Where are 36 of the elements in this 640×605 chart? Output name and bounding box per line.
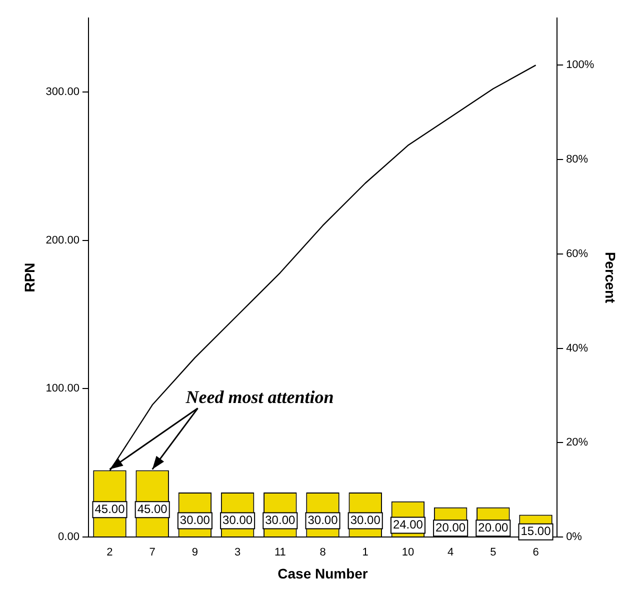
data-label: 30.00 [308, 513, 338, 528]
y2-tick-label: 40% [566, 342, 588, 354]
data-label: 45.00 [94, 502, 126, 516]
data-label: 30.00 [222, 513, 253, 528]
y-tick-label: 100.00 [46, 382, 80, 395]
y-tick-label: 0.00 [58, 531, 80, 544]
data-label: 30.00 [180, 513, 210, 528]
annotation: Need most attention [184, 386, 334, 407]
x-tick-label: 8 [320, 546, 326, 559]
y2-tick-label: 20% [566, 436, 588, 449]
x-tick-label: 7 [149, 546, 156, 559]
x-tick-label: 9 [192, 546, 198, 559]
data-label: 30.00 [350, 513, 381, 528]
x-tick-label: 11 [274, 546, 286, 559]
y2-tick-label: 60% [566, 248, 588, 260]
y-axis-title: RPN [21, 262, 38, 292]
x-tick-label: 5 [490, 546, 496, 559]
x-tick-label: 1 [362, 546, 368, 559]
data-label: 15.00 [520, 524, 552, 538]
y2-tick-label: 80% [566, 154, 588, 166]
y2-axis-title: Percent [602, 252, 619, 304]
data-label: 20.00 [436, 520, 466, 534]
x-tick-label: 4 [448, 546, 454, 559]
data-label: 45.00 [137, 502, 168, 516]
y2-tick-label: 100% [566, 59, 594, 72]
data-label: 24.00 [392, 518, 424, 532]
x-axis-title: Case Number [278, 565, 368, 582]
y2-tick-label: 0% [566, 531, 582, 544]
y-tick-label: 300.00 [46, 86, 80, 98]
x-tick-label: 10 [402, 546, 414, 559]
y-tick-label: 200.00 [46, 234, 80, 246]
x-tick-label: 6 [532, 546, 539, 559]
data-label: 30.00 [265, 513, 296, 528]
x-tick-label: 3 [234, 546, 241, 559]
data-label: 20.00 [478, 520, 509, 534]
x-tick-label: 2 [106, 546, 113, 559]
